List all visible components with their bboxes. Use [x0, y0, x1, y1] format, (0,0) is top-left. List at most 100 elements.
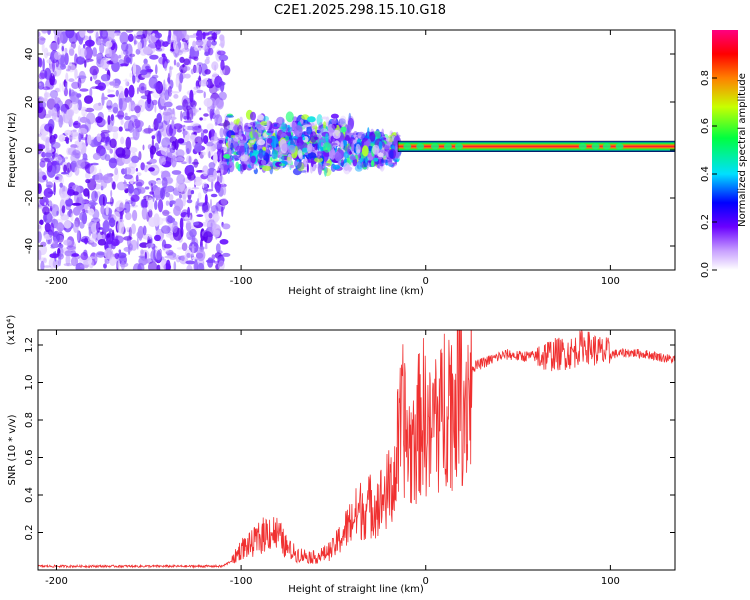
spectrogram-blob: [317, 163, 322, 176]
snr-x-tick-label: -200: [45, 576, 68, 587]
spectrogram-carrier-blob: [416, 143, 425, 150]
spectrogram-blob: [215, 97, 224, 109]
spectrogram-blob: [54, 97, 61, 104]
spectrogram-blob: [59, 82, 62, 93]
spectrogram-blob: [95, 31, 99, 42]
spectrogram-blob: [55, 59, 59, 68]
spectrogram-blob: [106, 60, 114, 65]
spectrogram-blob: [86, 134, 92, 146]
spectrogram-blob: [204, 58, 210, 65]
spectrogram-blob: [157, 199, 164, 213]
spectrogram-blob: [357, 131, 365, 140]
spectrogram-blob: [169, 147, 176, 154]
spectrogram-carrier-blob: [430, 143, 439, 150]
spectrogram-blob: [113, 33, 117, 36]
spectrogram-blob: [76, 229, 80, 242]
spectrogram-blob: [258, 148, 264, 159]
spectrogram-blob: [52, 259, 60, 269]
spectrogram-blob: [141, 206, 148, 220]
spectrogram-blob: [309, 131, 317, 143]
spectrogram-blob: [133, 187, 142, 196]
spectrogram-blob: [107, 94, 116, 98]
spectrogram-blob: [155, 121, 164, 130]
spectrogram-blob: [134, 120, 144, 128]
spectrogram-blob: [186, 199, 193, 204]
snr-y-tick-label: 1.2: [24, 337, 35, 353]
spectrogram-x-tick-label: -200: [45, 276, 68, 287]
spectrogram-blob: [73, 122, 78, 126]
spectrogram-blob: [72, 191, 79, 196]
spectrogram-blob: [122, 183, 128, 190]
spectrogram-blob: [269, 163, 274, 175]
spectrogram-blob: [395, 144, 399, 153]
spectrogram-blob: [260, 159, 267, 165]
spectrogram-blob: [65, 72, 69, 82]
spectrogram-blob: [38, 106, 47, 119]
spectrogram-blob: [69, 102, 79, 111]
spectrogram-blob: [172, 220, 178, 233]
spectrogram-blob: [85, 112, 96, 125]
spectrogram-blob: [65, 30, 75, 39]
spectrogram-blob: [38, 31, 41, 37]
colorbar-tick-label: 0.6: [700, 118, 711, 134]
spectrogram-blob: [53, 51, 61, 60]
spectrogram-blob: [275, 146, 281, 152]
spectrogram-blob: [329, 129, 335, 133]
spectrogram-blob: [50, 203, 56, 209]
spectrogram-blob: [204, 194, 208, 205]
spectrogram-blob: [60, 214, 70, 221]
spectrogram-blob: [332, 138, 336, 144]
spectrogram-blob: [59, 182, 63, 188]
spectrogram-blob: [183, 58, 190, 66]
spectrogram-blob: [235, 161, 239, 169]
spectrogram-blob: [111, 38, 116, 44]
spectrogram-blob: [175, 149, 185, 158]
spectrogram-blob: [361, 133, 366, 141]
spectrogram-blob: [307, 116, 316, 123]
spectrogram-blob: [189, 228, 197, 238]
spectrogram-blob: [203, 98, 213, 107]
spectrogram-blob: [124, 78, 128, 87]
spectrogram-blob: [210, 193, 218, 198]
spectrogram-blob: [176, 62, 180, 68]
spectrogram-blob: [77, 77, 82, 90]
spectrogram-blob: [161, 157, 166, 166]
spectrogram-blob: [232, 126, 237, 131]
spectrogram-blob: [89, 65, 99, 76]
spectrogram-blob: [143, 165, 148, 173]
spectrogram-blob: [119, 97, 123, 110]
spectrogram-blob: [38, 204, 42, 207]
spectrogram-blob: [196, 214, 204, 218]
spectrogram-blob: [197, 262, 205, 270]
spectrogram-blob: [213, 213, 220, 222]
spectrogram-blob: [128, 120, 135, 133]
spectrogram-carrier-blob: [578, 143, 587, 150]
spectrogram-blob: [78, 132, 82, 143]
spectrogram-blob: [206, 123, 214, 131]
spectrogram-blob: [112, 131, 119, 140]
spectrogram-blob: [277, 150, 283, 158]
spectrogram-blob: [137, 41, 143, 51]
spectrogram-blob: [68, 117, 73, 127]
spectrogram-blob: [109, 256, 117, 267]
colorbar-gradient: [712, 30, 738, 270]
spectrogram-blob: [377, 152, 384, 158]
spectrogram-blob: [312, 125, 318, 130]
spectrogram-blob: [162, 209, 170, 216]
spectrogram-blob: [50, 141, 61, 149]
spectrogram-blob: [183, 216, 189, 220]
spectrogram-blob: [156, 264, 161, 270]
spectrogram-blob: [71, 253, 79, 257]
spectrogram-blob: [129, 136, 138, 140]
spectrogram-blob: [61, 205, 66, 214]
spectrogram-blob: [171, 91, 180, 94]
spectrogram-blob: [111, 60, 120, 73]
spectrogram-blob: [215, 185, 221, 193]
spectrogram-blob: [211, 40, 217, 46]
spectrogram-blob: [174, 157, 185, 162]
spectrogram-blob: [125, 57, 131, 64]
spectrogram-blob: [229, 155, 234, 161]
spectrogram-blob: [64, 99, 73, 110]
spectrogram-blob: [331, 142, 338, 146]
spectrogram-blob: [186, 108, 190, 121]
